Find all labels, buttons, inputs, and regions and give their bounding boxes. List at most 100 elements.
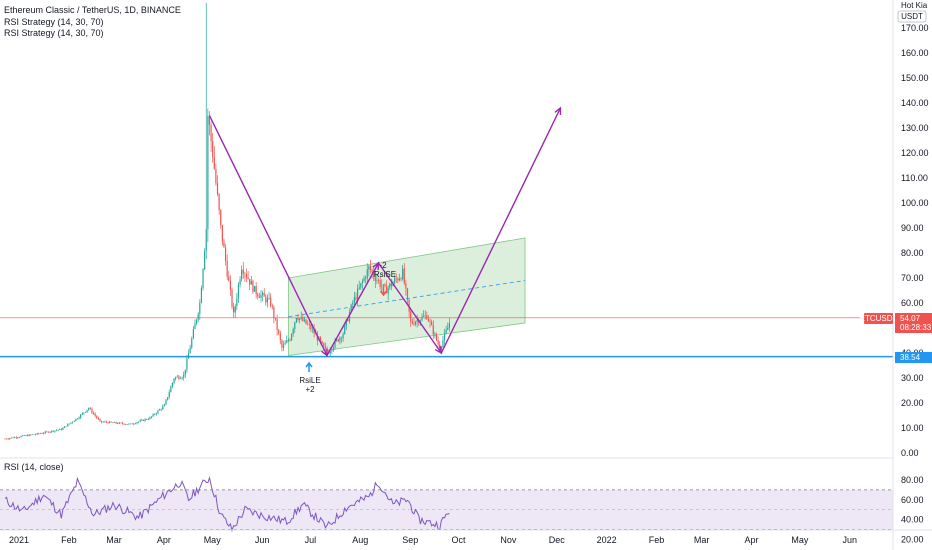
candle: [142, 419, 145, 422]
candle: [431, 319, 433, 326]
candle: [167, 397, 169, 401]
candle: [432, 320, 434, 340]
candle: [10, 437, 13, 439]
candles: [4, 3, 450, 440]
candle: [365, 275, 367, 284]
price-tick-label: 140.00: [901, 98, 929, 108]
candle: [408, 299, 410, 318]
chart-legend: Ethereum Classic / TetherUS, 1D, BINANCE…: [4, 5, 181, 38]
candle: [215, 163, 217, 186]
candle: [33, 434, 35, 436]
candle: [110, 421, 112, 423]
candle: [155, 412, 157, 416]
candle: [356, 284, 359, 307]
candle: [297, 314, 299, 322]
candle: [183, 371, 185, 381]
candle: [237, 282, 240, 304]
candle: [302, 313, 304, 322]
candle: [184, 369, 186, 378]
drawn-path[interactable]: [208, 106, 562, 358]
long-signal-label: RsiLE: [299, 376, 320, 385]
candle: [38, 432, 40, 435]
currency-button[interactable]: [897, 10, 927, 23]
rsi-axis[interactable]: 80.00 60.00 40.00 20.00: [901, 475, 924, 544]
candle: [249, 278, 251, 291]
candle: [416, 314, 418, 328]
candle: [213, 146, 215, 170]
price-tick-label: 90.00: [901, 223, 924, 233]
candle: [255, 282, 257, 299]
candle: [158, 408, 161, 411]
time-axis[interactable]: 2021 Feb Mar Apr May Jun Jul Aug Sep Oct Nov Dec 202…: [9, 535, 857, 545]
price-tick-label: 130.00: [901, 123, 929, 133]
axis-top-label: Hot Kia: [901, 1, 928, 10]
candle: [187, 349, 190, 359]
candle: [229, 275, 231, 297]
candle: [423, 310, 425, 318]
time-tick-label: Dec: [549, 535, 566, 545]
arrowhead-icon: [321, 348, 328, 357]
candle: [400, 276, 402, 282]
time-tick-label: 2021: [9, 535, 29, 545]
candle: [226, 254, 228, 280]
candle: [25, 434, 27, 437]
candle: [208, 111, 211, 136]
candle: [324, 342, 326, 353]
candle: [339, 336, 341, 345]
candle: [247, 270, 249, 280]
candle: [363, 275, 365, 283]
candle: [39, 432, 42, 434]
candle: [216, 175, 219, 197]
rsi-line: [4, 476, 450, 533]
candle: [402, 264, 404, 281]
rsi-panel[interactable]: RSI (14, close): [0, 462, 893, 533]
time-tick-label: Apr: [745, 535, 759, 545]
long-signal: RsiLE +2: [299, 361, 321, 394]
candle: [81, 412, 83, 416]
indicator-label-2: RSI Strategy (14, 30, 70): [4, 28, 104, 38]
price-tick-label: 0.00: [901, 448, 919, 458]
candle: [96, 415, 98, 420]
long-signal-qty: +2: [305, 385, 315, 394]
candle: [250, 275, 252, 285]
candle: [287, 337, 289, 343]
candle: [210, 121, 212, 152]
candle: [307, 320, 309, 326]
candle: [175, 376, 177, 381]
candle: [139, 419, 141, 423]
arrowhead-icon: [434, 345, 443, 355]
candle: [398, 273, 401, 282]
candle: [120, 422, 122, 424]
candle: [112, 421, 114, 423]
arrowhead-icon: [554, 106, 562, 116]
candle: [186, 355, 188, 373]
candle: [17, 436, 19, 439]
candle: [244, 271, 246, 282]
candle: [245, 268, 248, 283]
symbol-tag: ETCUSDT: [860, 314, 898, 323]
candle: [424, 310, 426, 320]
candle: [205, 3, 207, 260]
candle: [170, 385, 172, 393]
candle: [358, 280, 360, 291]
rsi-title: RSI (14, close): [4, 462, 64, 472]
candle: [239, 275, 241, 288]
candle: [128, 423, 130, 425]
candle: [443, 328, 446, 345]
candle: [429, 318, 431, 328]
candle: [86, 409, 88, 413]
candle: [242, 261, 244, 279]
candle: [286, 335, 288, 344]
time-tick-label: Oct: [452, 535, 467, 545]
candle: [49, 431, 51, 434]
parallel-channel[interactable]: [287, 237, 526, 356]
candle: [344, 324, 346, 335]
time-tick-label: Nov: [500, 535, 517, 545]
candle: [313, 324, 315, 338]
candle: [262, 290, 264, 302]
candle: [268, 291, 270, 300]
candle: [421, 313, 423, 322]
candle: [263, 288, 265, 297]
candle: [160, 408, 162, 412]
